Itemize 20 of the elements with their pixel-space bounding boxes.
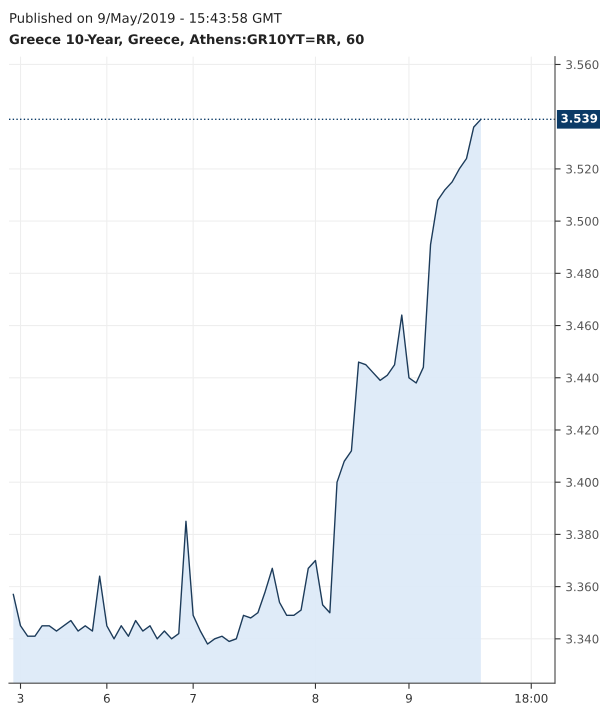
y-tick-label: 3.420 (566, 426, 598, 435)
chart-title: Greece 10-Year, Greece, Athens:GR10YT=RR, 60 (10, 34, 364, 46)
y-tick-label: 3.400 (566, 478, 598, 487)
y-tick-label: 3.480 (566, 269, 598, 278)
y-tick-label: 3.380 (566, 530, 598, 540)
x-tick-label: 7 (190, 694, 196, 703)
x-tick-label: 3 (18, 694, 24, 703)
y-tick-label: 3.460 (566, 321, 598, 330)
y-tick-label: 3.520 (566, 164, 598, 174)
x-tick-label: 8 (312, 694, 318, 703)
y-tick-label: 3.360 (566, 582, 598, 592)
ref-line-label: 3.539 (561, 114, 598, 123)
y-tick-label: 3.340 (566, 634, 598, 644)
x-tick-label: 6 (104, 694, 110, 703)
chart-subtitle: Published on 9/May/2019 - 15:43:58 GMT (10, 12, 282, 26)
y-tick-label: 3.560 (566, 60, 598, 70)
x-tick-label: 9 (406, 694, 412, 703)
y-tick-label: 3.500 (566, 216, 598, 226)
y-tick-label: 3.440 (566, 373, 598, 382)
x-tick-label: 18:00 (516, 694, 548, 703)
